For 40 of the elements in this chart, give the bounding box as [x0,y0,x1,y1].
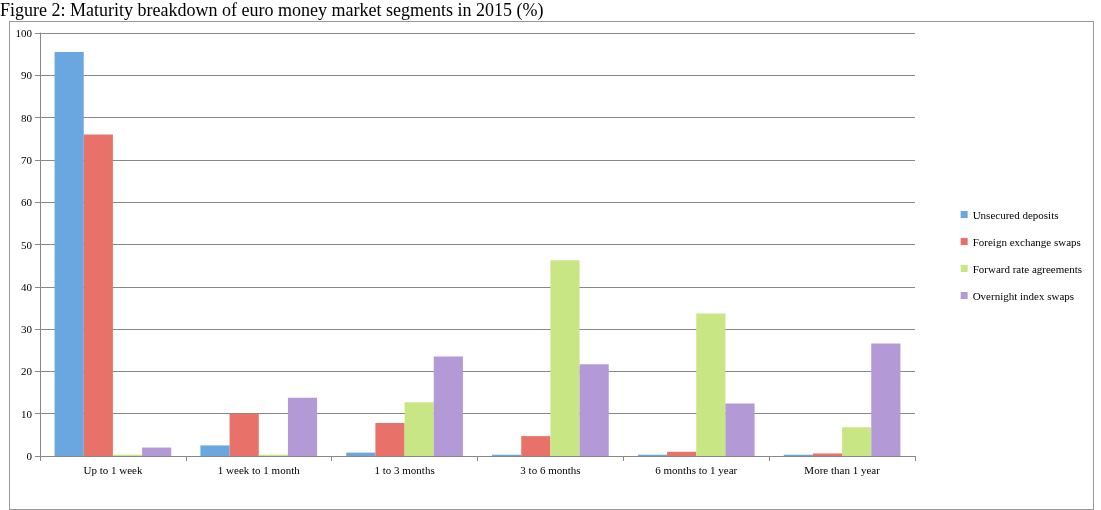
y-tick-label: 60 [21,196,33,209]
bar [404,402,434,456]
y-tick-label: 90 [21,69,33,82]
y-tick-label: 10 [21,407,33,420]
bar [83,134,113,456]
bar [433,356,463,456]
bar [229,413,259,456]
bar [287,397,318,456]
bar [200,445,230,456]
y-tick-label: 20 [21,365,33,378]
bar [871,343,901,456]
legend-label: Unsecured deposits [972,208,1059,221]
bar [142,447,172,456]
x-tick-label: 3 to 6 months [520,463,581,476]
y-tick-label: 70 [21,153,33,166]
x-tick-label: More than 1 year [804,463,881,476]
x-tick-label: 1 to 3 months [374,463,435,476]
bar [812,453,843,456]
legend-label: Foreign exchange swaps [972,235,1081,248]
y-tick-label: 50 [21,238,33,251]
x-tick-label: 1 week to 1 month [217,463,301,476]
bar [696,313,726,456]
bar [375,423,405,456]
bar [521,436,551,456]
bar [842,427,872,456]
bar [667,451,697,456]
bar [54,52,84,456]
y-tick-label: 40 [21,280,33,293]
y-tick-label: 100 [15,27,33,39]
bar [725,403,755,456]
legend-label: Overnight index swaps [972,289,1075,302]
bar [550,260,580,456]
bar [579,364,609,456]
x-tick-label: Up to 1 week [83,463,143,476]
y-tick-label: 30 [21,323,33,336]
chart-title: Figure 2: Maturity breakdown of euro money market segments in 2015 (%) [0,0,544,21]
y-tick-label: 80 [21,111,33,124]
y-tick-label: 0 [26,450,33,462]
legend-label: Forward rate agreements [972,262,1082,275]
x-tick-label: 6 months to 1 year [655,463,738,476]
